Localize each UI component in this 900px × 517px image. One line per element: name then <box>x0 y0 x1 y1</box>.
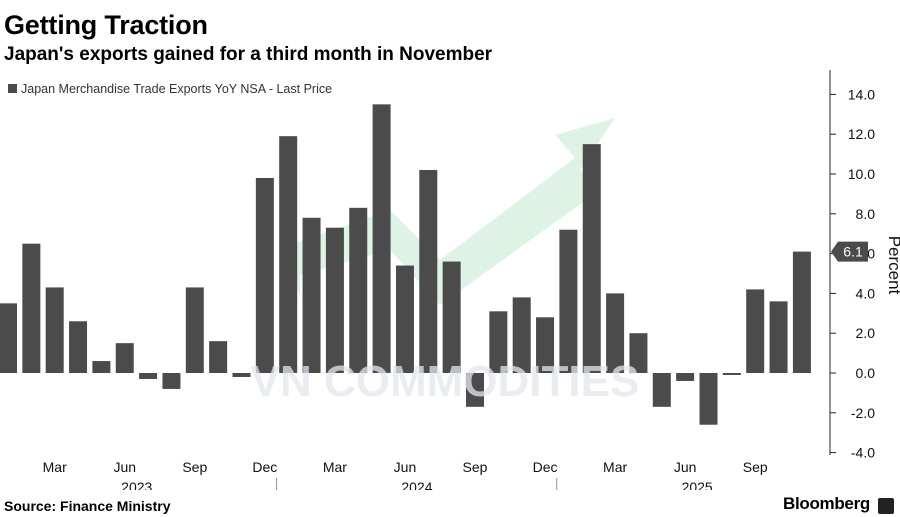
bar <box>652 373 671 407</box>
bar <box>255 177 274 373</box>
bar <box>629 333 648 373</box>
x-year-label: 2025 <box>682 479 713 490</box>
x-tick-label: Sep <box>463 459 488 475</box>
bar <box>162 373 181 389</box>
bloomberg-logo: Bloomberg <box>782 494 870 513</box>
bar <box>466 373 484 407</box>
bar <box>792 251 811 373</box>
y-tick-label: 14.0 <box>848 86 875 102</box>
last-value-marker <box>831 241 868 262</box>
bar <box>22 243 41 373</box>
watermark-text: VN COMMODITIES <box>251 357 640 406</box>
y-tick-label: 10.0 <box>848 166 875 182</box>
bar <box>489 311 508 373</box>
bar <box>536 317 555 373</box>
bloomberg-mark-icon <box>878 498 894 514</box>
last-value-label: 6.1 <box>843 244 863 260</box>
y-tick-label: -4.0 <box>851 445 875 461</box>
bar <box>0 303 17 373</box>
bar <box>279 136 298 373</box>
x-tick-label: Dec <box>252 459 277 475</box>
bar <box>302 217 321 373</box>
bar <box>559 229 578 373</box>
bar <box>209 341 228 373</box>
bar <box>419 170 438 373</box>
bar <box>92 361 111 373</box>
x-year-label: 2023 <box>121 479 152 490</box>
bar-chart: Japan Merchandise Trade Exports YoY NSA … <box>0 70 900 490</box>
bar <box>395 265 414 373</box>
bar <box>769 301 788 373</box>
x-year-label: 2024 <box>401 479 432 490</box>
x-tick-label: Dec <box>533 459 558 475</box>
x-tick-label: Mar <box>323 459 347 475</box>
y-tick-label: 12.0 <box>848 126 875 142</box>
bar <box>139 373 158 379</box>
bar <box>722 373 741 375</box>
legend-swatch <box>8 84 17 93</box>
bar <box>69 321 88 373</box>
x-tick-label: Mar <box>43 459 67 475</box>
chart-subtitle: Japan's exports gained for a third month… <box>4 44 493 65</box>
x-tick-label: Mar <box>603 459 627 475</box>
bar <box>325 227 344 373</box>
bar <box>582 144 601 373</box>
x-tick-label: Sep <box>182 459 207 475</box>
bar <box>372 104 391 373</box>
y-axis-title: Percent <box>885 236 900 295</box>
bar <box>699 373 718 425</box>
bar <box>676 373 695 381</box>
bar <box>185 287 204 373</box>
bar <box>232 373 251 377</box>
x-tick-label: Jun <box>674 459 697 475</box>
x-tick-label: Sep <box>743 459 768 475</box>
x-tick-label: Jun <box>394 459 417 475</box>
y-tick-label: 4.0 <box>856 285 876 301</box>
chart-title: Getting Traction <box>4 10 208 40</box>
bar <box>512 297 531 373</box>
bar <box>349 207 368 373</box>
y-tick-label: -2.0 <box>851 405 875 421</box>
x-tick-label: Jun <box>113 459 136 475</box>
bar <box>115 343 134 373</box>
source-note: Source: Finance Ministry <box>4 498 171 514</box>
legend-label: Japan Merchandise Trade Exports YoY NSA … <box>21 82 332 96</box>
y-tick-label: 0.0 <box>856 365 876 381</box>
bar <box>45 287 64 373</box>
bar <box>442 261 461 373</box>
y-tick-label: 2.0 <box>856 325 876 341</box>
y-tick-label: 8.0 <box>856 206 876 222</box>
bar <box>606 293 625 373</box>
bar <box>746 289 765 373</box>
